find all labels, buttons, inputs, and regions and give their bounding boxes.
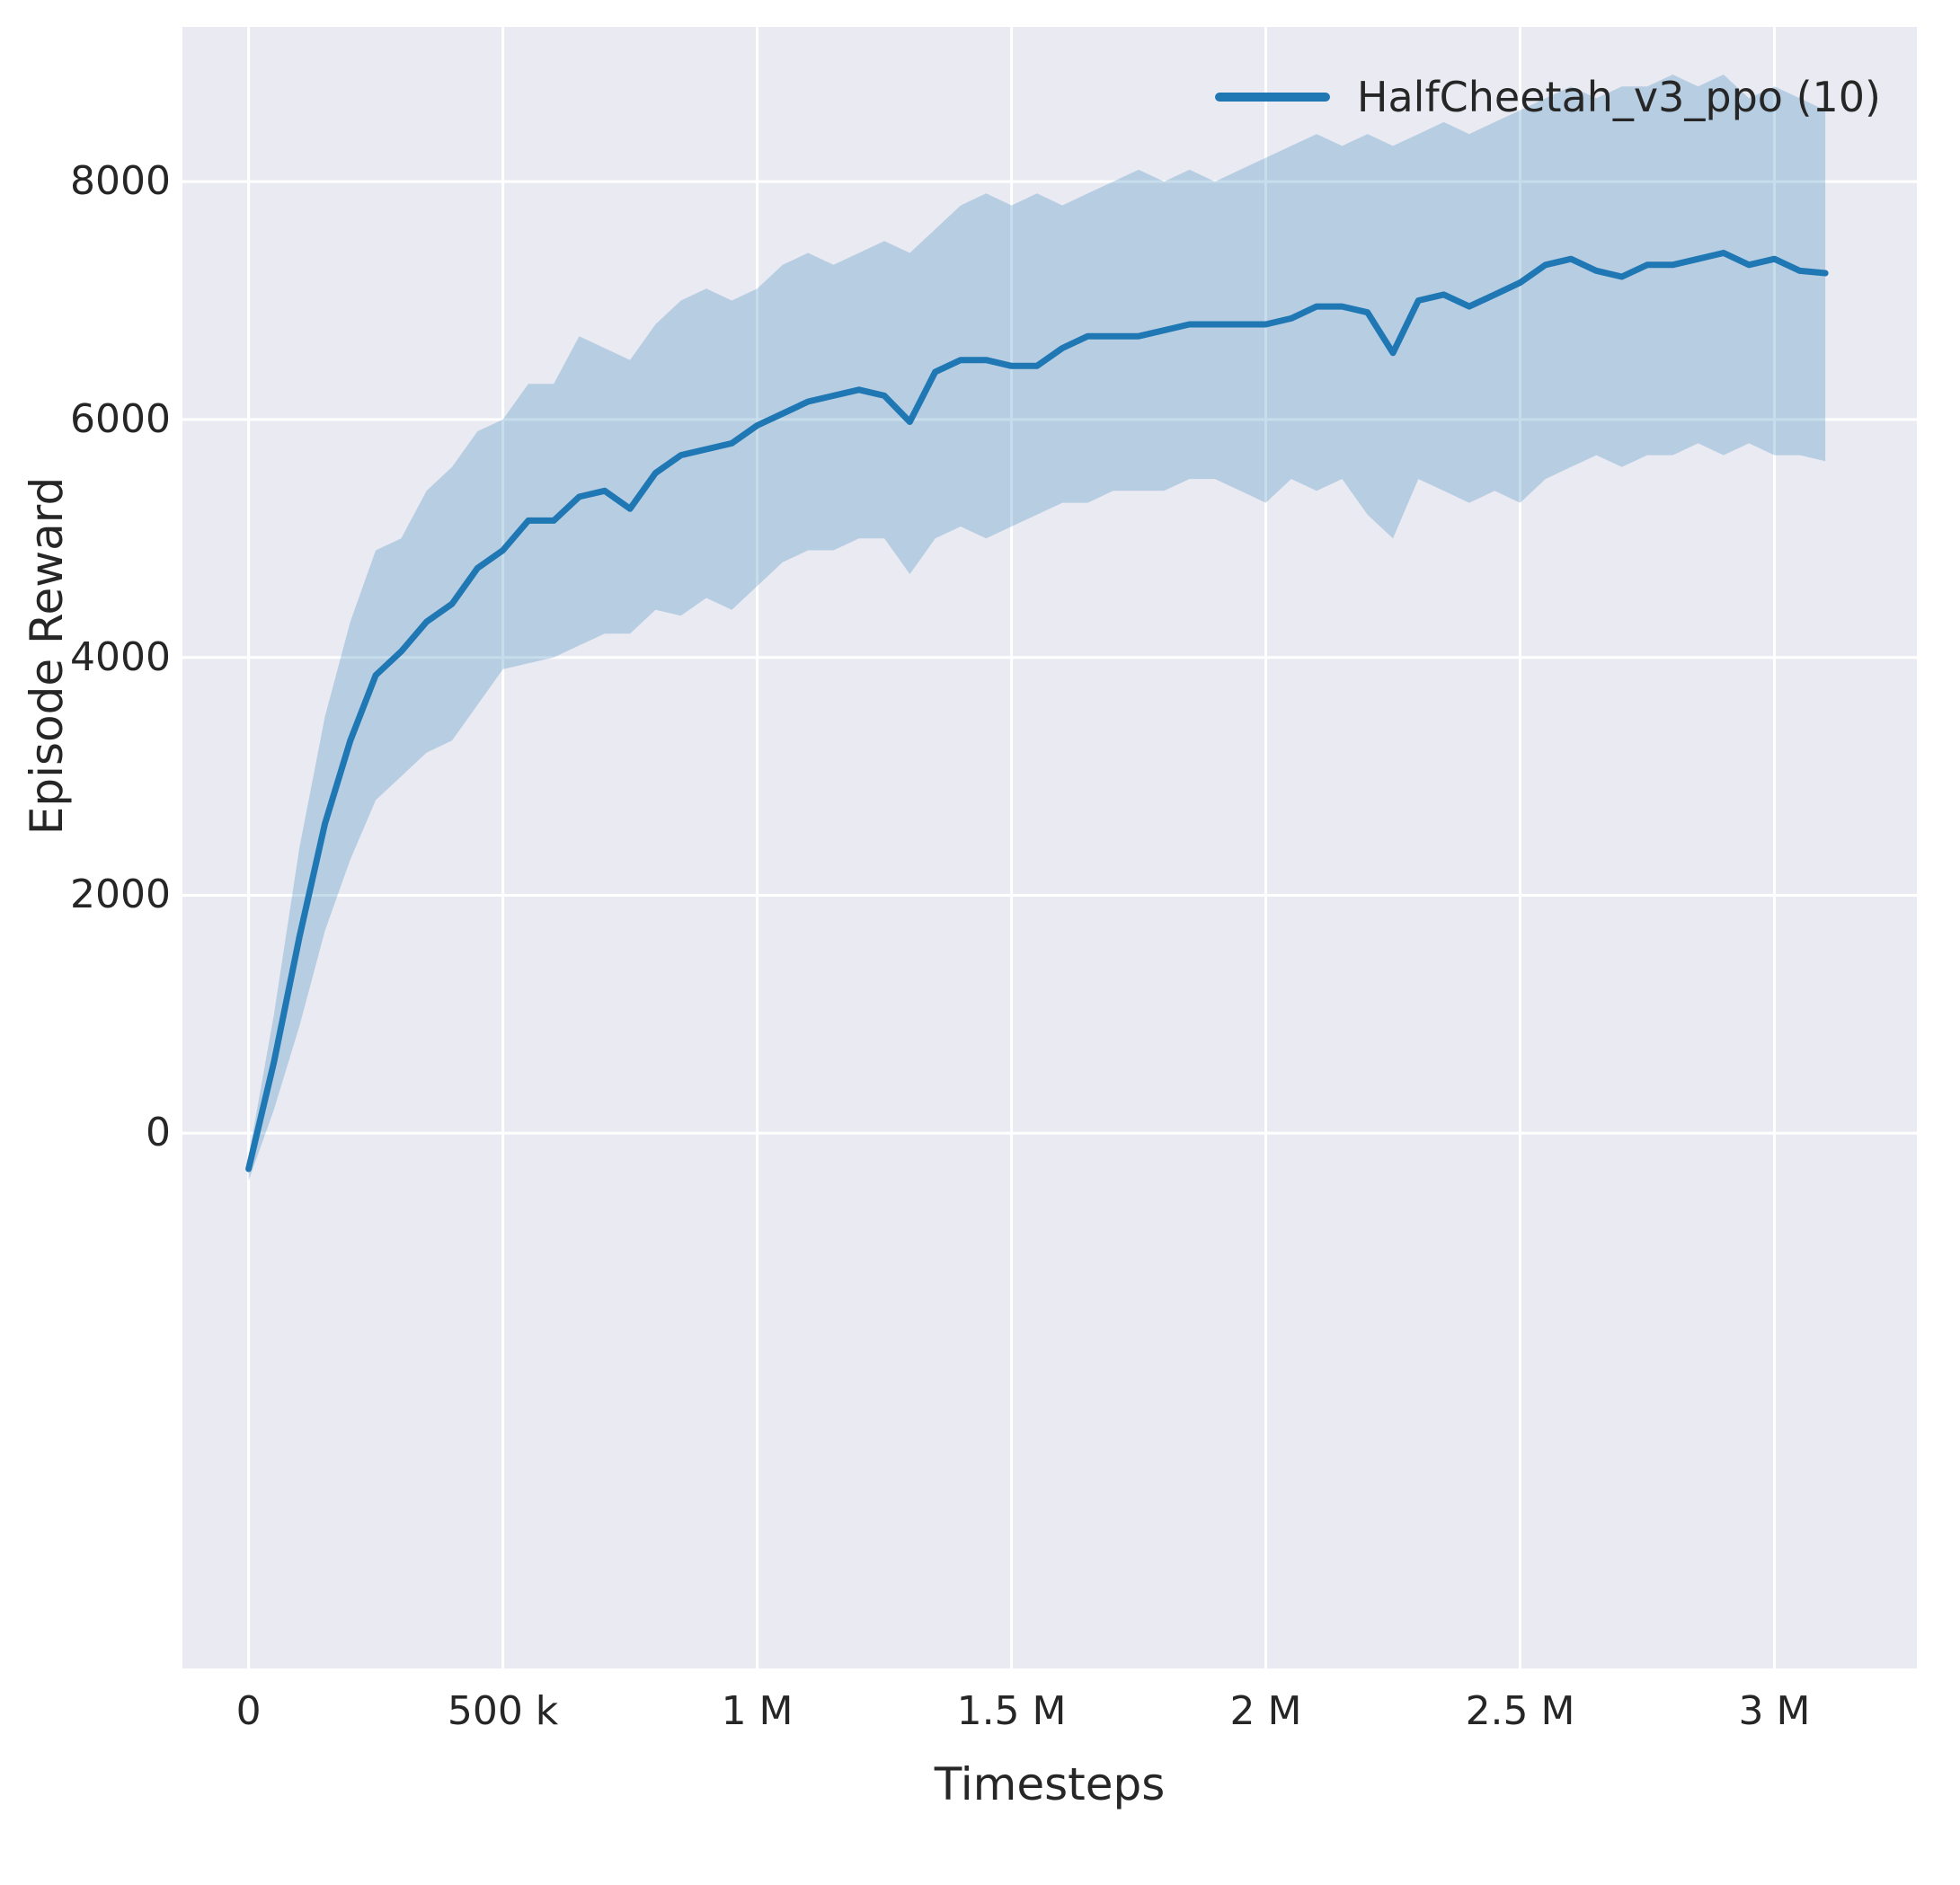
x-tick-label: 3 M bbox=[1738, 1688, 1811, 1734]
x-axis-label: Timesteps bbox=[934, 1758, 1166, 1810]
x-tick-label: 0 bbox=[235, 1688, 262, 1734]
y-tick-label: 8000 bbox=[70, 158, 171, 205]
confidence-band bbox=[248, 75, 1826, 1181]
x-tick-label: 1 M bbox=[721, 1688, 794, 1734]
mean-line bbox=[245, 250, 1829, 1173]
x-tick-label: 1.5 M bbox=[956, 1688, 1067, 1734]
legend-label: HalfCheetah_v3_ppo (10) bbox=[1356, 73, 1881, 121]
gridlines bbox=[182, 27, 1917, 1668]
x-tick-label: 500 k bbox=[447, 1688, 559, 1734]
line-chart bbox=[182, 27, 1917, 1668]
y-tick-label: 2000 bbox=[70, 872, 171, 918]
y-tick-label: 6000 bbox=[70, 395, 171, 442]
plot-area: HalfCheetah_v3_ppo (10) bbox=[182, 27, 1917, 1668]
x-tick-label: 2 M bbox=[1229, 1688, 1302, 1734]
legend-line-sample bbox=[1214, 93, 1330, 102]
legend: HalfCheetah_v3_ppo (10) bbox=[1214, 72, 1881, 122]
y-tick-label: 0 bbox=[146, 1110, 171, 1156]
y-axis-label: Episode Reward bbox=[21, 476, 73, 836]
x-tick-label: 2.5 M bbox=[1465, 1688, 1575, 1734]
